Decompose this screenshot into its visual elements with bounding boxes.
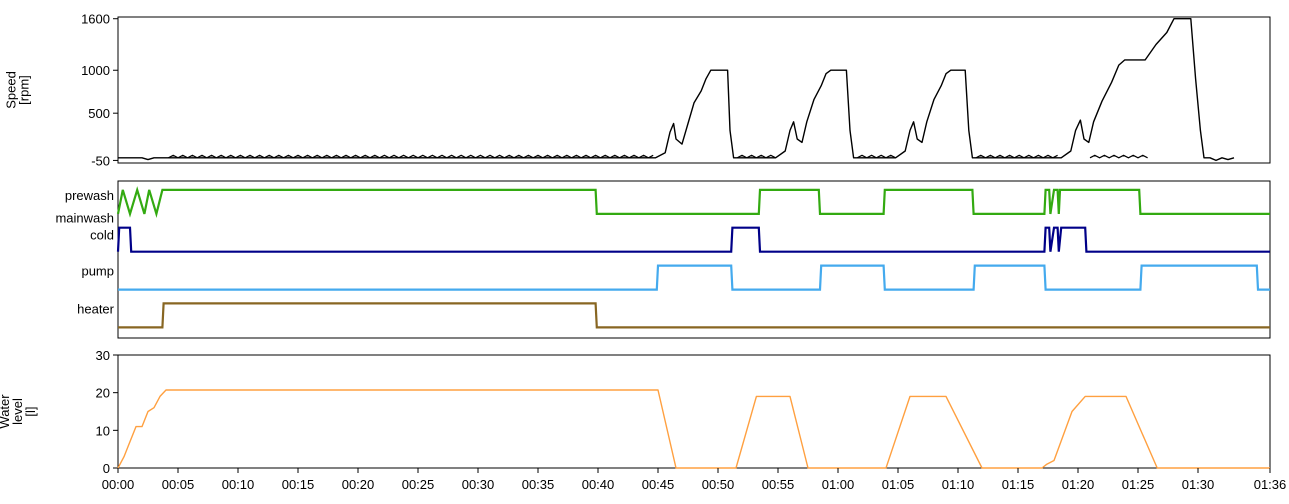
x-tick-label: 00:55 — [762, 477, 795, 492]
plot-frame — [117, 180, 1271, 339]
y-axis-label: Speed — [4, 71, 19, 109]
x-tick-label: 00:05 — [162, 477, 195, 492]
x-tick-label: 01:15 — [1002, 477, 1035, 492]
ripple-segment — [736, 154, 776, 159]
x-tick-label: 00:50 — [702, 477, 735, 492]
x-tick-label: 00:15 — [282, 477, 315, 492]
y-tick-label: 10 — [96, 423, 110, 438]
channel-label: heater — [77, 301, 115, 316]
x-tick-label: 01:30 — [1182, 477, 1215, 492]
y-tick-label: 1000 — [81, 63, 110, 78]
y-axis-label: [l] — [23, 406, 38, 416]
state-panel: prewash mainwash cold pump heater — [55, 180, 1271, 339]
y-tick-label: 1600 — [81, 12, 110, 27]
series-line-0 — [117, 389, 1270, 469]
x-tick-label: 01:25 — [1122, 477, 1155, 492]
plot-frame — [117, 354, 1271, 469]
channel-label: prewash — [65, 188, 114, 203]
x-tick-label: 01:10 — [942, 477, 975, 492]
channel-line-2 — [118, 264, 1270, 291]
y-tick-label: 30 — [96, 348, 110, 363]
y-tick-label: -50 — [91, 153, 110, 168]
ripple-segment — [168, 154, 654, 159]
ripple-segment — [975, 154, 1058, 159]
channel-label: mainwash — [55, 211, 114, 226]
x-tick-label: 00:35 — [522, 477, 555, 492]
y-tick-label: 20 — [96, 386, 110, 401]
x-tick-label: 00:30 — [462, 477, 495, 492]
series-line-0 — [118, 18, 1235, 162]
ripple-segment — [856, 154, 896, 159]
y-axis-label: [rpm] — [17, 75, 32, 105]
y-tick-label: 0 — [103, 461, 110, 476]
x-tick-label: 00:00 — [102, 477, 135, 492]
x-tick-label: 01:36 — [1254, 477, 1287, 492]
channel-line-3 — [118, 302, 1270, 329]
ripple-segment — [1089, 154, 1148, 159]
y-axis-label: Water — [0, 394, 12, 429]
channel-label: cold — [90, 228, 114, 243]
x-tick-label: 01:00 — [822, 477, 855, 492]
x-tick-label: 00:25 — [402, 477, 435, 492]
channel-line-1 — [116, 226, 1270, 253]
channel-line-0 — [116, 186, 1270, 219]
x-tick-label: 00:10 — [222, 477, 255, 492]
channel-label: pump — [81, 264, 114, 279]
x-tick-label: 01:20 — [1062, 477, 1095, 492]
speed-panel: 1600 1000 500 -50 Speed[rpm] — [4, 12, 1271, 168]
y-tick-label: 500 — [88, 106, 110, 121]
x-tick-label: 00:20 — [342, 477, 375, 492]
plot-frame — [117, 16, 1271, 164]
y-axis-label: level — [10, 398, 25, 425]
x-tick-label: 00:40 — [582, 477, 615, 492]
x-tick-label: 00:45 — [642, 477, 675, 492]
x-tick-label: 01:05 — [882, 477, 915, 492]
